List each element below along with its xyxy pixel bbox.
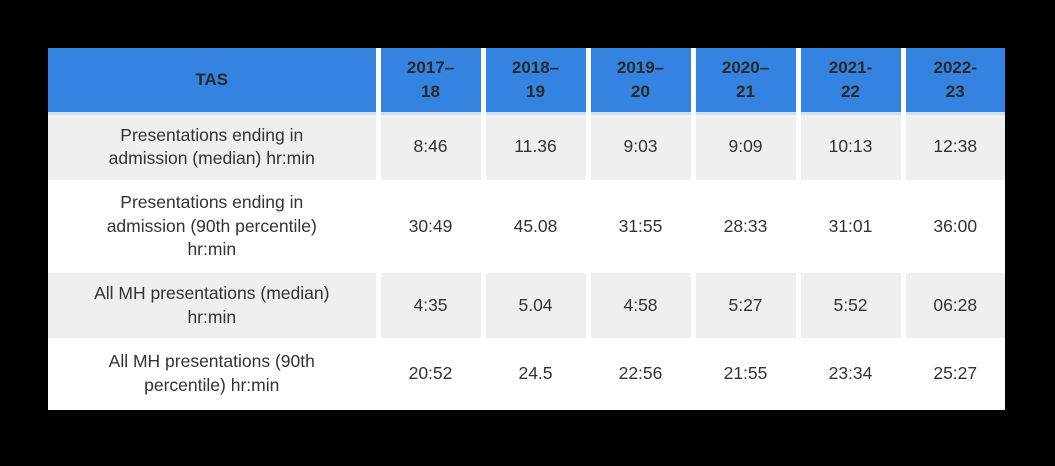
value-cell: 06:28 — [900, 273, 1005, 338]
value-cell: 45.08 — [480, 180, 588, 273]
value-cell: 4:58 — [585, 273, 693, 338]
column-header-2017-18: 2017– 18 — [375, 48, 483, 115]
value-cell: 20:52 — [375, 338, 483, 410]
value-cell: 8:46 — [375, 113, 483, 180]
column-header-2021-22: 2021- 22 — [795, 48, 903, 115]
value-cell: 10:13 — [795, 113, 903, 180]
column-header-2020-21: 2020– 21 — [690, 48, 798, 115]
value-cell: 22:56 — [585, 338, 693, 410]
table-row-admission-90th: Presentations ending in admission (90th … — [48, 180, 1005, 273]
table-row-admission-median: Presentations ending in admission (media… — [48, 113, 1005, 180]
row-label: All MH presentations (median) hr:min — [48, 273, 378, 338]
value-cell: 9:03 — [585, 113, 693, 180]
value-cell: 30:49 — [375, 180, 483, 273]
value-cell: 24.5 — [480, 338, 588, 410]
value-cell: 9:09 — [690, 113, 798, 180]
column-header-tas: TAS — [48, 48, 378, 115]
row-label: Presentations ending in admission (90th … — [48, 180, 378, 273]
column-header-2019-20: 2019– 20 — [585, 48, 693, 115]
statistics-table: TAS 2017– 18 2018– 19 2019– 20 2020– 21 … — [48, 48, 1005, 410]
value-cell: 25:27 — [900, 338, 1005, 410]
value-cell: 31:55 — [585, 180, 693, 273]
header-row: TAS 2017– 18 2018– 19 2019– 20 2020– 21 … — [48, 48, 1005, 115]
value-cell: 28:33 — [690, 180, 798, 273]
column-header-2018-19: 2018– 19 — [480, 48, 588, 115]
value-cell: 21:55 — [690, 338, 798, 410]
value-cell: 4:35 — [375, 273, 483, 338]
value-cell: 11.36 — [480, 113, 588, 180]
value-cell: 31:01 — [795, 180, 903, 273]
row-label: Presentations ending in admission (media… — [48, 113, 378, 180]
value-cell: 5:52 — [795, 273, 903, 338]
column-header-2022-23: 2022- 23 — [900, 48, 1005, 115]
row-label: All MH presentations (90th percentile) h… — [48, 338, 378, 410]
value-cell: 5:27 — [690, 273, 798, 338]
value-cell: 36:00 — [900, 180, 1005, 273]
value-cell: 5.04 — [480, 273, 588, 338]
table-row-all-mh-median: All MH presentations (median) hr:min 4:3… — [48, 273, 1005, 338]
value-cell: 12:38 — [900, 113, 1005, 180]
table-row-all-mh-90th: All MH presentations (90th percentile) h… — [48, 338, 1005, 410]
value-cell: 23:34 — [795, 338, 903, 410]
